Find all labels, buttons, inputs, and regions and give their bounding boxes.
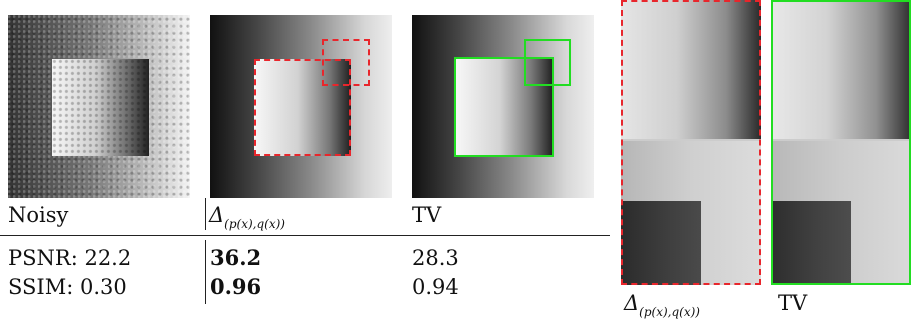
noisy-label: Noisy: [8, 203, 69, 227]
noisy-ssim: SSIM: 0.30: [8, 275, 127, 299]
noisy-image: [8, 15, 190, 198]
delta-psnr: 36.2: [210, 245, 262, 270]
delta-zoom-bottom-square: [621, 201, 701, 285]
tv-square-outline: [454, 57, 554, 157]
noisy-inner-square: [52, 59, 149, 156]
zoom-label-delta: Δ(p(x),q(x)): [624, 291, 700, 324]
noisy-psnr: PSNR: 22.2: [8, 246, 132, 270]
zoom-delta-subscript: (p(x),q(x)): [639, 305, 700, 319]
tv-zoom-frame: [771, 0, 911, 285]
tv-zoom-panel: [771, 0, 911, 285]
delta-zoom-bottom: [621, 141, 761, 285]
tv-psnr: 28.3: [412, 246, 459, 270]
delta-label: Δ(p(x),q(x)): [209, 203, 285, 236]
delta-ssim: 0.96: [210, 274, 262, 299]
tv-label: TV: [412, 203, 442, 227]
delta-square-outline: [254, 59, 351, 156]
delta-inner-square: [254, 59, 351, 156]
table-rule: [0, 235, 610, 236]
delta-subscript: (p(x),q(x)): [224, 217, 285, 231]
delta-zoom-frame: [621, 0, 761, 285]
tv-zoom-top: [771, 0, 911, 139]
tv-zoom-box: [524, 39, 571, 86]
zoom-label-tv: TV: [778, 291, 808, 315]
tv-inner-square: [456, 59, 553, 156]
delta-zoom-top: [621, 0, 761, 139]
zoom-delta-symbol: Δ: [624, 291, 640, 315]
delta-image: [210, 15, 392, 198]
column-separator-top: [205, 198, 206, 230]
tv-zoom-bottom-square: [771, 201, 851, 285]
column-separator-bottom: [205, 240, 206, 304]
delta-zoom-box: [322, 39, 370, 86]
tv-ssim: 0.94: [412, 275, 459, 299]
delta-zoom-panel: [621, 0, 761, 285]
tv-image: [412, 15, 594, 198]
delta-symbol: Δ: [209, 203, 225, 227]
tv-zoom-bottom: [771, 141, 911, 285]
